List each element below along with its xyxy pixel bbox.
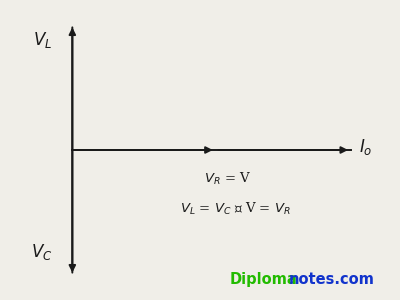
Text: notes.com: notes.com <box>289 272 375 287</box>
Text: $V_R$ = V: $V_R$ = V <box>204 171 251 187</box>
Text: $V_C$: $V_C$ <box>31 242 52 262</box>
Text: $I_o$: $I_o$ <box>359 137 372 157</box>
Text: $V_L$: $V_L$ <box>33 29 52 50</box>
Text: Diploma: Diploma <box>230 272 297 287</box>
Text: $V_L$ = $V_C$ ∴ V = $V_R$: $V_L$ = $V_C$ ∴ V = $V_R$ <box>180 201 291 217</box>
